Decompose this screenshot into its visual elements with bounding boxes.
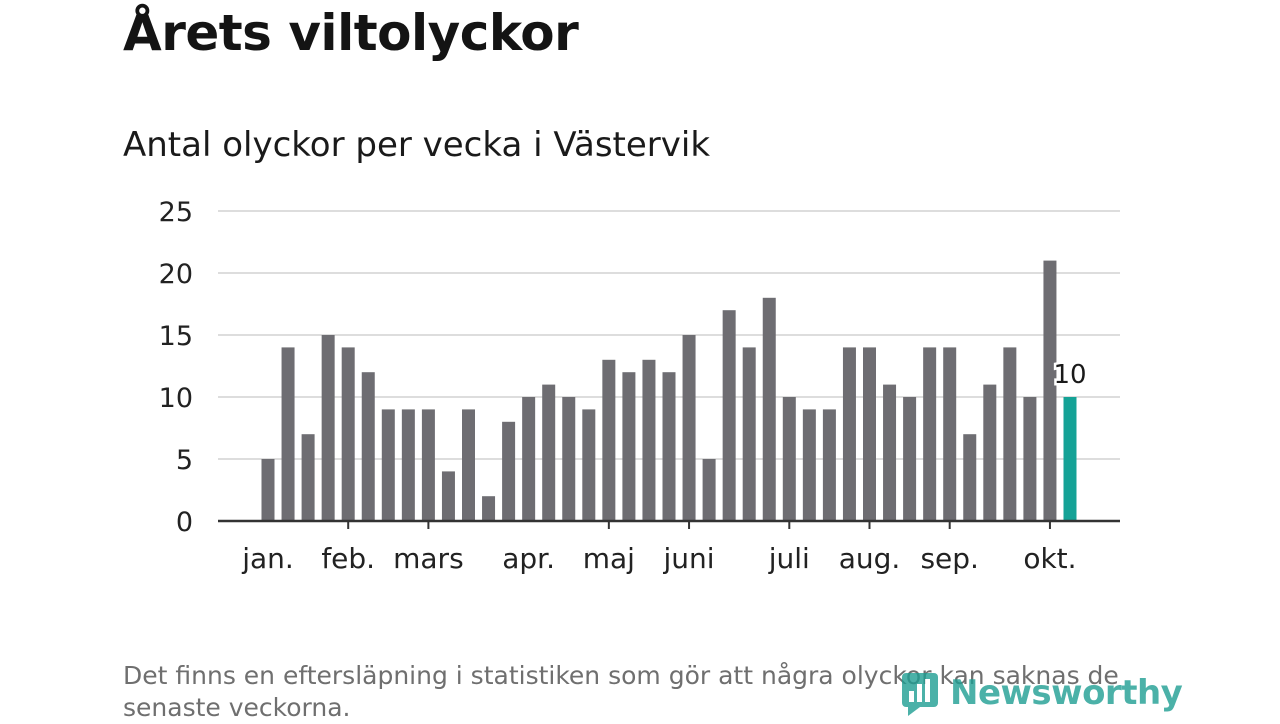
- newsworthy-logo: Newsworthy: [900, 668, 1183, 718]
- bar: [622, 372, 636, 521]
- bar: [822, 409, 836, 521]
- bar: [602, 359, 616, 521]
- x-tick-label: sep.: [920, 542, 979, 575]
- bar: [742, 347, 756, 521]
- bar: [441, 471, 455, 521]
- y-tick-label: 0: [176, 507, 193, 538]
- bar: [562, 397, 576, 521]
- footnote: Det finns en eftersläpning i statistiken…: [123, 661, 1119, 722]
- bar: [522, 397, 536, 521]
- x-tick-label: juli: [768, 542, 810, 575]
- chart-title: Årets viltolyckor: [123, 4, 579, 62]
- bar: [542, 384, 556, 521]
- bar: [883, 384, 897, 521]
- bar: [261, 459, 275, 521]
- x-tick-label: juni: [663, 542, 715, 575]
- x-tick-label: jan.: [241, 542, 294, 575]
- bar: [662, 372, 676, 521]
- bar: [502, 421, 516, 521]
- bar: [682, 335, 696, 521]
- bar: [983, 384, 997, 521]
- bar: [281, 347, 295, 521]
- bar: [1003, 347, 1017, 521]
- bar: [321, 335, 335, 521]
- bar: [762, 297, 776, 521]
- bar: [301, 434, 315, 521]
- y-tick-label: 10: [159, 383, 193, 414]
- bar: [1043, 260, 1057, 521]
- bar: [963, 434, 977, 521]
- bar: [582, 409, 596, 521]
- bar: [802, 409, 816, 521]
- bar: [462, 409, 475, 521]
- bar: [923, 347, 937, 521]
- x-tick-label: okt.: [1023, 542, 1076, 575]
- bar: [903, 397, 917, 521]
- bar: [421, 409, 435, 521]
- y-tick-label: 25: [159, 197, 193, 228]
- bar: [401, 409, 415, 521]
- x-tick-label: feb.: [321, 542, 375, 575]
- bar: [782, 397, 796, 521]
- bar: [842, 347, 856, 521]
- y-tick-label: 5: [176, 445, 193, 476]
- data-label-highlight: 10: [1053, 360, 1086, 390]
- y-tick-label: 15: [159, 321, 193, 352]
- chart-subtitle: Antal olyckor per vecka i Västervik: [123, 125, 711, 165]
- bar: [863, 347, 876, 521]
- bar: [381, 409, 395, 521]
- bar: [642, 359, 656, 521]
- y-tick-label: 20: [159, 259, 193, 290]
- bar: [361, 372, 375, 521]
- bar-chart: 0 5 10 15 20 25 jan. feb. mars apr. maj juni juli aug…: [159, 197, 1120, 575]
- x-tick-label: aug.: [839, 542, 901, 575]
- bar-highlighted: [1063, 397, 1077, 521]
- newsworthy-logo-icon: [902, 673, 938, 716]
- x-tick-label: maj: [583, 542, 635, 575]
- brand-name: Newsworthy: [950, 673, 1183, 713]
- bar: [722, 310, 736, 521]
- bar: [341, 347, 355, 521]
- x-tick-label: apr.: [502, 542, 555, 575]
- bar: [702, 459, 716, 521]
- bar: [1023, 397, 1037, 521]
- x-tick-label: mars: [393, 542, 464, 575]
- bar: [482, 496, 496, 521]
- bar: [943, 347, 957, 521]
